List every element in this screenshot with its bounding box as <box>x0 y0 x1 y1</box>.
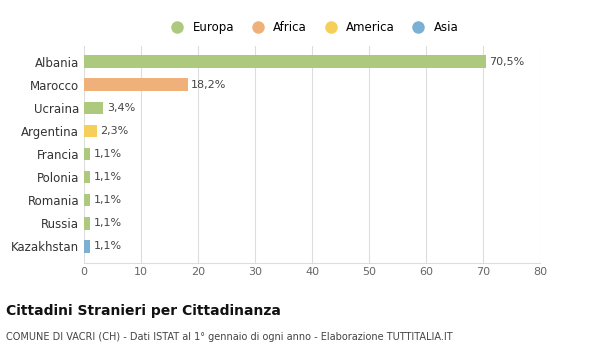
Legend: Europa, Africa, America, Asia: Europa, Africa, America, Asia <box>161 17 463 39</box>
Text: 1,1%: 1,1% <box>94 241 122 251</box>
Text: 1,1%: 1,1% <box>94 218 122 228</box>
Bar <box>84 125 97 137</box>
Text: 2,3%: 2,3% <box>101 126 129 136</box>
Bar <box>84 55 486 68</box>
Text: COMUNE DI VACRI (CH) - Dati ISTAT al 1° gennaio di ogni anno - Elaborazione TUTT: COMUNE DI VACRI (CH) - Dati ISTAT al 1° … <box>6 332 452 343</box>
Text: 1,1%: 1,1% <box>94 195 122 205</box>
Text: Cittadini Stranieri per Cittadinanza: Cittadini Stranieri per Cittadinanza <box>6 304 281 318</box>
Text: 1,1%: 1,1% <box>94 172 122 182</box>
Bar <box>84 148 90 160</box>
Text: 3,4%: 3,4% <box>107 103 135 113</box>
Bar <box>84 102 103 114</box>
Text: 18,2%: 18,2% <box>191 80 227 90</box>
Bar <box>84 194 90 206</box>
Bar <box>84 78 188 91</box>
Bar <box>84 171 90 183</box>
Bar <box>84 240 90 253</box>
Bar <box>84 217 90 230</box>
Text: 1,1%: 1,1% <box>94 149 122 159</box>
Text: 70,5%: 70,5% <box>489 57 524 67</box>
